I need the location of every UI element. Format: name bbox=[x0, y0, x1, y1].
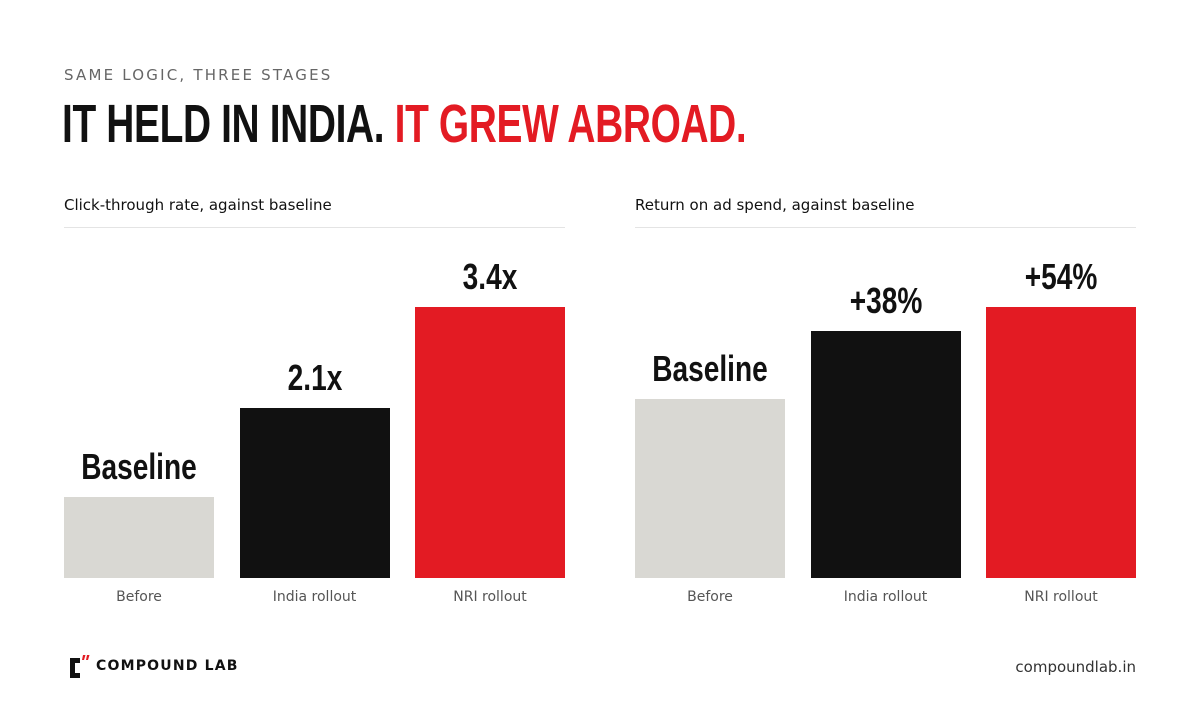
chart-title-ctr: Click-through rate, against baseline bbox=[64, 196, 332, 214]
headline-part-1: IT HELD IN INDIA. bbox=[62, 94, 385, 154]
bar-india-rollout bbox=[810, 330, 961, 578]
bar-india-rollout bbox=[239, 407, 390, 578]
bar-nri-rollout bbox=[986, 307, 1136, 578]
chart-rule-roas bbox=[635, 227, 1136, 228]
bar-before bbox=[64, 497, 214, 578]
headline-part-2: IT GREW ABROAD. bbox=[394, 94, 747, 154]
value-label: Baseline bbox=[81, 446, 197, 487]
category-label: India rollout bbox=[843, 589, 928, 605]
headline: IT HELD IN INDIA. IT GREW ABROAD. bbox=[62, 92, 747, 156]
bar-before bbox=[635, 399, 785, 578]
value-label: 3.4x bbox=[462, 256, 518, 297]
value-label: Baseline bbox=[652, 348, 768, 389]
chart-rule-ctr bbox=[64, 227, 565, 228]
value-label: +38% bbox=[849, 279, 922, 321]
value-label: +54% bbox=[1024, 256, 1098, 297]
footer-url[interactable]: compoundlab.in bbox=[1015, 658, 1136, 676]
bar-nri-rollout bbox=[415, 307, 565, 578]
compound-lab-logo-icon bbox=[70, 655, 90, 678]
category-label: Before bbox=[687, 589, 733, 605]
category-label: NRI rollout bbox=[453, 589, 527, 605]
category-label: Before bbox=[116, 589, 162, 605]
category-label: India rollout bbox=[272, 589, 357, 605]
value-label: 2.1x bbox=[287, 356, 342, 398]
category-label: NRI rollout bbox=[1024, 589, 1098, 605]
chart-title-roas: Return on ad spend, against baseline bbox=[635, 196, 915, 214]
eyebrow: SAME LOGIC, THREE STAGES bbox=[64, 66, 333, 84]
footer-brand: COMPOUND LAB bbox=[96, 658, 239, 674]
